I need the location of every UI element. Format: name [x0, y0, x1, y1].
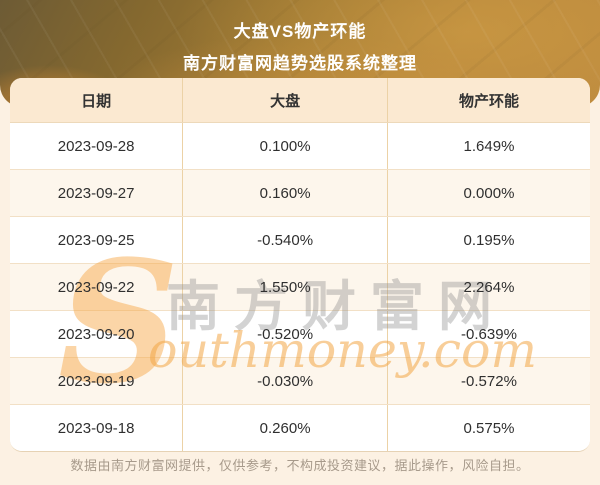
stock-change-cell: 0.575% [386, 405, 590, 451]
stock-change-cell: 2.264% [386, 264, 590, 310]
comparison-table: 日期 大盘 物产环能 2023-09-28 0.100% 1.649% 2023… [10, 78, 590, 452]
market-change-cell: 0.100% [182, 123, 387, 169]
stock-change-cell: -0.572% [386, 358, 590, 404]
date-cell: 2023-09-19 [57, 372, 135, 390]
market-change-cell: 0.160% [182, 170, 387, 216]
stock-change-cell: -0.639% [386, 311, 590, 357]
table-row: 2023-09-22 1.550% 2.264% [10, 264, 590, 311]
market-change-cell: -0.520% [182, 311, 387, 357]
market-change-cell: -0.030% [182, 358, 387, 404]
page-subtitle: 南方财富网趋势选股系统整理 [183, 54, 417, 73]
date-cell: 2023-09-25 [57, 231, 135, 249]
table-row: 2023-09-18 0.260% 0.575% [10, 405, 590, 451]
table-row: 2023-09-19 -0.030% -0.572% [10, 358, 590, 405]
stock-change-cell: 1.649% [386, 123, 590, 169]
market-change-cell: 0.260% [182, 405, 387, 451]
table-header-row: 日期 大盘 物产环能 [10, 78, 590, 123]
date-cell: 2023-09-22 [57, 278, 135, 296]
stock-change-cell: 0.195% [386, 217, 590, 263]
table-row: 2023-09-20 -0.520% -0.639% [10, 311, 590, 358]
column-header-market: 大盘 [182, 78, 387, 122]
market-change-cell: -0.540% [182, 217, 387, 263]
footer-disclaimer: 数据由南方财富网提供，仅供参考，不构成投资建议，据此操作，风险自担。 [70, 458, 530, 473]
table-row: 2023-09-28 0.100% 1.649% [10, 123, 590, 170]
market-change-cell: 1.550% [182, 264, 387, 310]
stock-change-cell: 0.000% [386, 170, 590, 216]
column-header-stock: 物产环能 [386, 78, 590, 122]
column-header-date: 日期 [81, 92, 112, 110]
date-cell: 2023-09-20 [57, 325, 135, 343]
date-cell: 2023-09-27 [57, 184, 135, 202]
table-row: 2023-09-25 -0.540% 0.195% [10, 217, 590, 264]
date-cell: 2023-09-18 [57, 419, 135, 437]
table-row: 2023-09-27 0.160% 0.000% [10, 170, 590, 217]
date-cell: 2023-09-28 [57, 137, 135, 155]
page-title: 大盘VS物产环能 [233, 22, 367, 41]
